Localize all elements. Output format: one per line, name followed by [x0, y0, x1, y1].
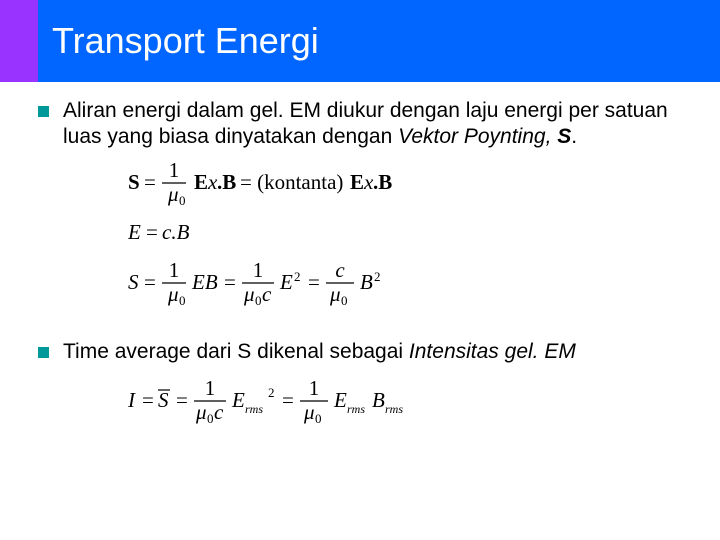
svg-text:E: E — [350, 170, 364, 194]
svg-text:E: E — [194, 170, 208, 194]
svg-text:E: E — [279, 270, 293, 294]
equation-block-1: S = 1 μ 0 E x .B = (kontanta) E x .B E — [128, 161, 700, 321]
slide: Transport Energi Aliran energi dalam gel… — [0, 0, 720, 540]
bullet-text-post: . — [571, 125, 577, 148]
svg-text:1: 1 — [309, 376, 320, 400]
equation-block-2: I = S = 1 μ 0 c E rms 2 = — [128, 375, 700, 431]
svg-text:S: S — [158, 388, 169, 412]
slide-title: Transport Energi — [52, 20, 319, 62]
bullet-text-italic: Intensitas gel. EM — [409, 340, 576, 363]
svg-text:= (kontanta): = (kontanta) — [240, 170, 343, 194]
svg-text:1: 1 — [205, 376, 216, 400]
svg-text:EB: EB — [191, 270, 218, 294]
svg-text:μ: μ — [303, 400, 315, 424]
svg-text:rms: rms — [385, 402, 403, 416]
accent-stripe — [0, 0, 38, 82]
slide-body: Aliran energi dalam gel. EM diukur denga… — [38, 98, 700, 449]
svg-text:μ: μ — [167, 182, 179, 206]
bullet-text: Time average dari S dikenal sebagai Inte… — [63, 339, 576, 365]
svg-text:=: = — [176, 388, 188, 412]
svg-text:rms: rms — [245, 402, 263, 416]
svg-text:E: E — [231, 388, 245, 412]
svg-text:.B: .B — [217, 170, 236, 194]
svg-text:0: 0 — [179, 293, 186, 308]
bullet-item: Time average dari S dikenal sebagai Inte… — [38, 339, 700, 365]
svg-text:c.B: c.B — [162, 220, 190, 244]
svg-text:1: 1 — [169, 161, 180, 182]
svg-text:B: B — [372, 388, 385, 412]
svg-text:0: 0 — [341, 293, 348, 308]
svg-text:B: B — [360, 270, 373, 294]
title-bar: Transport Energi — [38, 0, 720, 82]
bullet-text-pre: Time average dari S dikenal sebagai — [63, 340, 409, 363]
svg-text:2: 2 — [374, 269, 381, 284]
svg-text:=: = — [144, 270, 156, 294]
svg-text:0: 0 — [207, 411, 214, 426]
svg-text:c: c — [214, 400, 224, 424]
svg-text:E: E — [128, 220, 141, 244]
bullet-text-bold: S — [557, 125, 571, 148]
svg-text:0: 0 — [315, 411, 322, 426]
svg-text:0: 0 — [255, 293, 262, 308]
bullet-item: Aliran energi dalam gel. EM diukur denga… — [38, 98, 700, 151]
equation-svg-2: I = S = 1 μ 0 c E rms 2 = — [128, 375, 468, 431]
svg-text:1: 1 — [253, 258, 264, 282]
svg-text:μ: μ — [329, 282, 341, 306]
svg-text:c: c — [262, 282, 272, 306]
svg-text:E: E — [333, 388, 347, 412]
bullet-text-italic: Vektor Poynting, — [398, 125, 557, 148]
svg-text:=: = — [146, 220, 158, 244]
bullet-marker-icon — [38, 106, 49, 117]
svg-text:rms: rms — [347, 402, 365, 416]
svg-text:=: = — [282, 388, 294, 412]
svg-text:=: = — [142, 388, 154, 412]
svg-text:μ: μ — [195, 400, 207, 424]
svg-text:2: 2 — [294, 269, 301, 284]
svg-text:S: S — [128, 270, 139, 294]
svg-text:c: c — [335, 258, 345, 282]
equation-svg-1: S = 1 μ 0 E x .B = (kontanta) E x .B E — [128, 161, 468, 321]
svg-text:0: 0 — [179, 193, 186, 208]
svg-text:=: = — [224, 270, 236, 294]
svg-text:=: = — [308, 270, 320, 294]
svg-text:μ: μ — [167, 282, 179, 306]
svg-text:2: 2 — [268, 385, 275, 400]
svg-text:1: 1 — [169, 258, 180, 282]
svg-text:S: S — [128, 170, 140, 194]
bullet-marker-icon — [38, 347, 49, 358]
svg-text:μ: μ — [243, 282, 255, 306]
svg-text:=: = — [144, 170, 156, 194]
bullet-text: Aliran energi dalam gel. EM diukur denga… — [63, 98, 700, 151]
svg-text:.B: .B — [373, 170, 392, 194]
svg-text:I: I — [128, 388, 136, 412]
